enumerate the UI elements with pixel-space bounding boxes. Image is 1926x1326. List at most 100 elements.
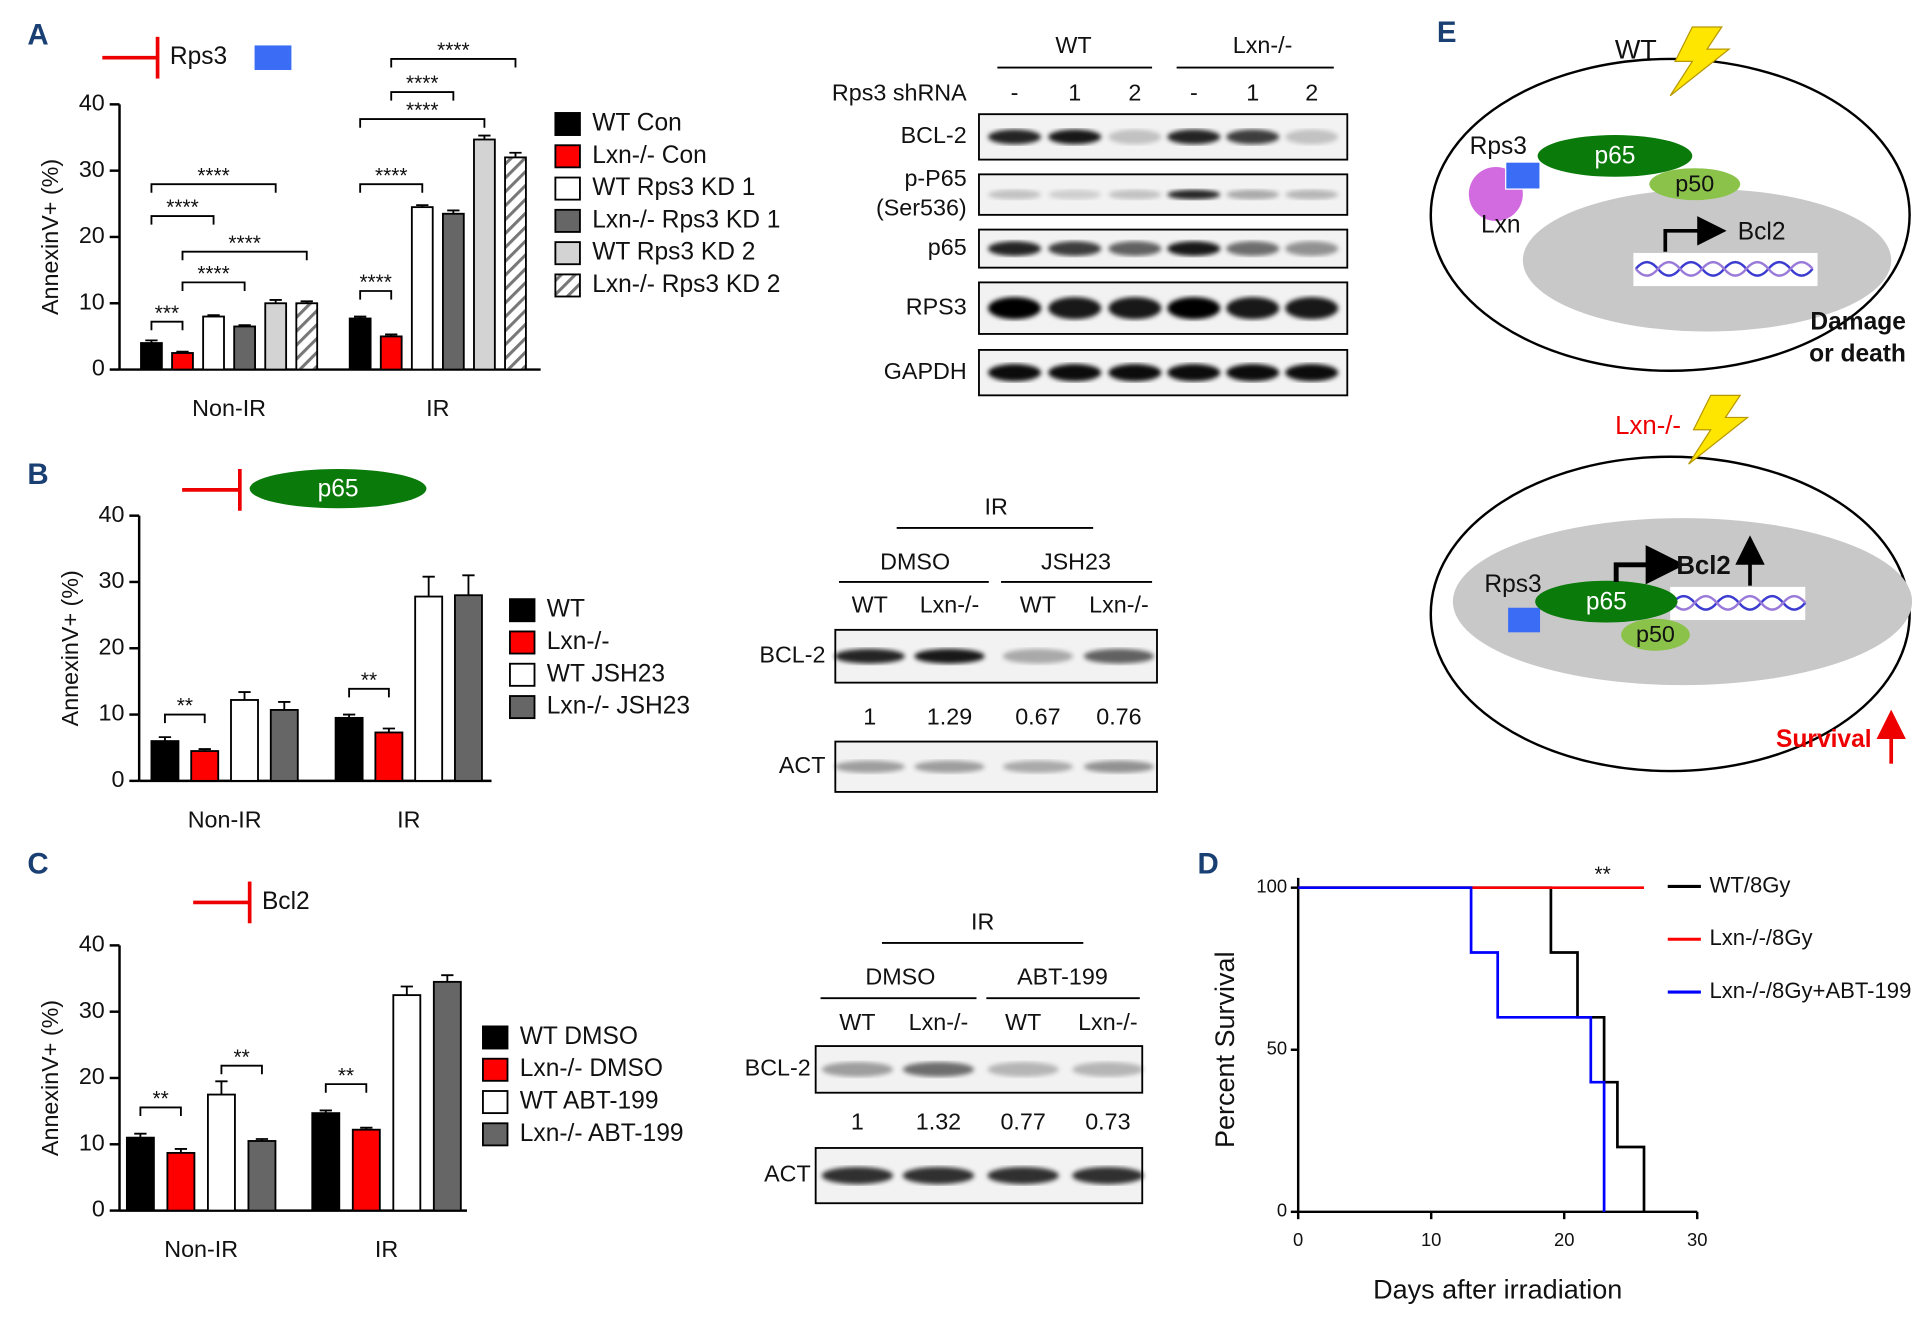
bracket — [150, 183, 277, 193]
legend-label: Lxn-/- Con — [592, 142, 707, 169]
legend-swatch — [509, 598, 536, 623]
band — [821, 1062, 894, 1077]
quantification: 0.67 — [1015, 703, 1060, 729]
quantification: 1.29 — [927, 703, 972, 729]
bar — [504, 156, 527, 371]
y-tick-label: 10 — [98, 700, 124, 726]
significance: ** — [338, 1064, 354, 1087]
label: Damage — [1810, 308, 1906, 335]
band — [902, 1062, 975, 1077]
bar — [264, 302, 288, 371]
bar — [206, 1093, 236, 1212]
p65 — [249, 469, 427, 509]
band — [834, 760, 905, 773]
y-tick-label: 20 — [98, 633, 124, 659]
band — [1108, 129, 1162, 145]
legend-label: Lxn-/- ABT-199 — [520, 1120, 684, 1147]
error-bar — [215, 1080, 228, 1095]
band — [1167, 241, 1221, 256]
y-tick-label: 40 — [79, 931, 105, 957]
bar — [202, 315, 225, 371]
panel-letter: C — [27, 847, 48, 880]
bar — [233, 325, 256, 371]
lane-label: 2 — [1305, 80, 1318, 106]
quantification: 1.32 — [916, 1109, 961, 1135]
quantification: 0.77 — [1000, 1109, 1045, 1135]
band — [1048, 129, 1102, 145]
error-bar — [382, 727, 396, 733]
significance: **** — [359, 271, 391, 294]
band — [914, 648, 985, 664]
y-tick-label: 40 — [98, 501, 124, 527]
error-bar — [385, 333, 398, 337]
band — [1285, 364, 1339, 382]
bracket — [324, 1083, 368, 1093]
lane-label: - — [1190, 80, 1198, 106]
x-tick-label: 30 — [1687, 1229, 1707, 1250]
band — [1048, 189, 1102, 200]
bar — [140, 342, 163, 371]
y-tick-label: 0 — [1277, 1200, 1287, 1221]
band — [914, 760, 985, 773]
significance: ** — [177, 695, 193, 718]
legend-swatch — [509, 695, 536, 720]
lane-label: - — [1011, 80, 1019, 106]
y-tick-label: 30 — [79, 156, 105, 182]
band — [988, 129, 1042, 145]
y-tick-label: 0 — [92, 1196, 105, 1222]
blot-group: JSH23 — [1041, 549, 1111, 575]
y-tick-label: 20 — [79, 1063, 105, 1089]
error-bar — [278, 701, 291, 710]
panel-letter: B — [27, 458, 48, 491]
quantification: 0.73 — [1085, 1109, 1130, 1135]
significance: **** — [197, 263, 229, 286]
panel-letter: D — [1198, 847, 1219, 880]
band — [1108, 241, 1162, 256]
quantification: 1 — [851, 1109, 864, 1135]
label: Rps3 — [1470, 133, 1527, 160]
error-bar — [145, 339, 158, 344]
legend-label: WT/8Gy — [1709, 872, 1790, 897]
p50 — [1621, 618, 1690, 651]
band — [988, 189, 1042, 200]
bracket — [150, 320, 184, 331]
band — [1226, 189, 1280, 200]
bar — [190, 750, 220, 782]
band — [821, 1167, 894, 1185]
y-axis-label: Percent Survival — [1210, 951, 1240, 1148]
band — [1002, 760, 1074, 773]
error-bar — [238, 324, 251, 327]
arrow — [1663, 216, 1727, 252]
lane-label: Lxn-/- — [1089, 592, 1149, 618]
row-label: p-P65 — [904, 165, 966, 191]
band — [1048, 297, 1102, 320]
dna — [1671, 594, 1807, 611]
lightning — [1688, 394, 1750, 465]
x-tick-label: Non-IR — [188, 807, 262, 833]
bracket — [164, 713, 206, 724]
blot-header: IR — [984, 493, 1007, 519]
p50 — [1649, 168, 1741, 201]
y-tick-label: 0 — [92, 355, 105, 381]
lane-label: Lxn-/- — [920, 592, 980, 618]
bar — [171, 352, 194, 371]
p65 — [1537, 135, 1693, 177]
band — [1167, 297, 1221, 320]
error-bar — [478, 134, 491, 140]
significance: *** — [155, 302, 179, 325]
x-tick-label: 10 — [1421, 1229, 1441, 1250]
significance: **** — [197, 164, 229, 187]
bracket — [359, 118, 486, 128]
band — [1072, 1167, 1144, 1185]
band — [987, 1167, 1059, 1185]
error-bar — [462, 574, 475, 596]
legend-label: WT ABT-199 — [520, 1088, 659, 1115]
legend-label: WT DMSO — [520, 1023, 638, 1050]
error-bar — [400, 985, 413, 996]
band — [1167, 189, 1221, 200]
row-label: ACT — [764, 1161, 811, 1187]
band — [987, 1062, 1059, 1077]
error-bar — [269, 299, 282, 304]
bracket — [359, 183, 424, 193]
